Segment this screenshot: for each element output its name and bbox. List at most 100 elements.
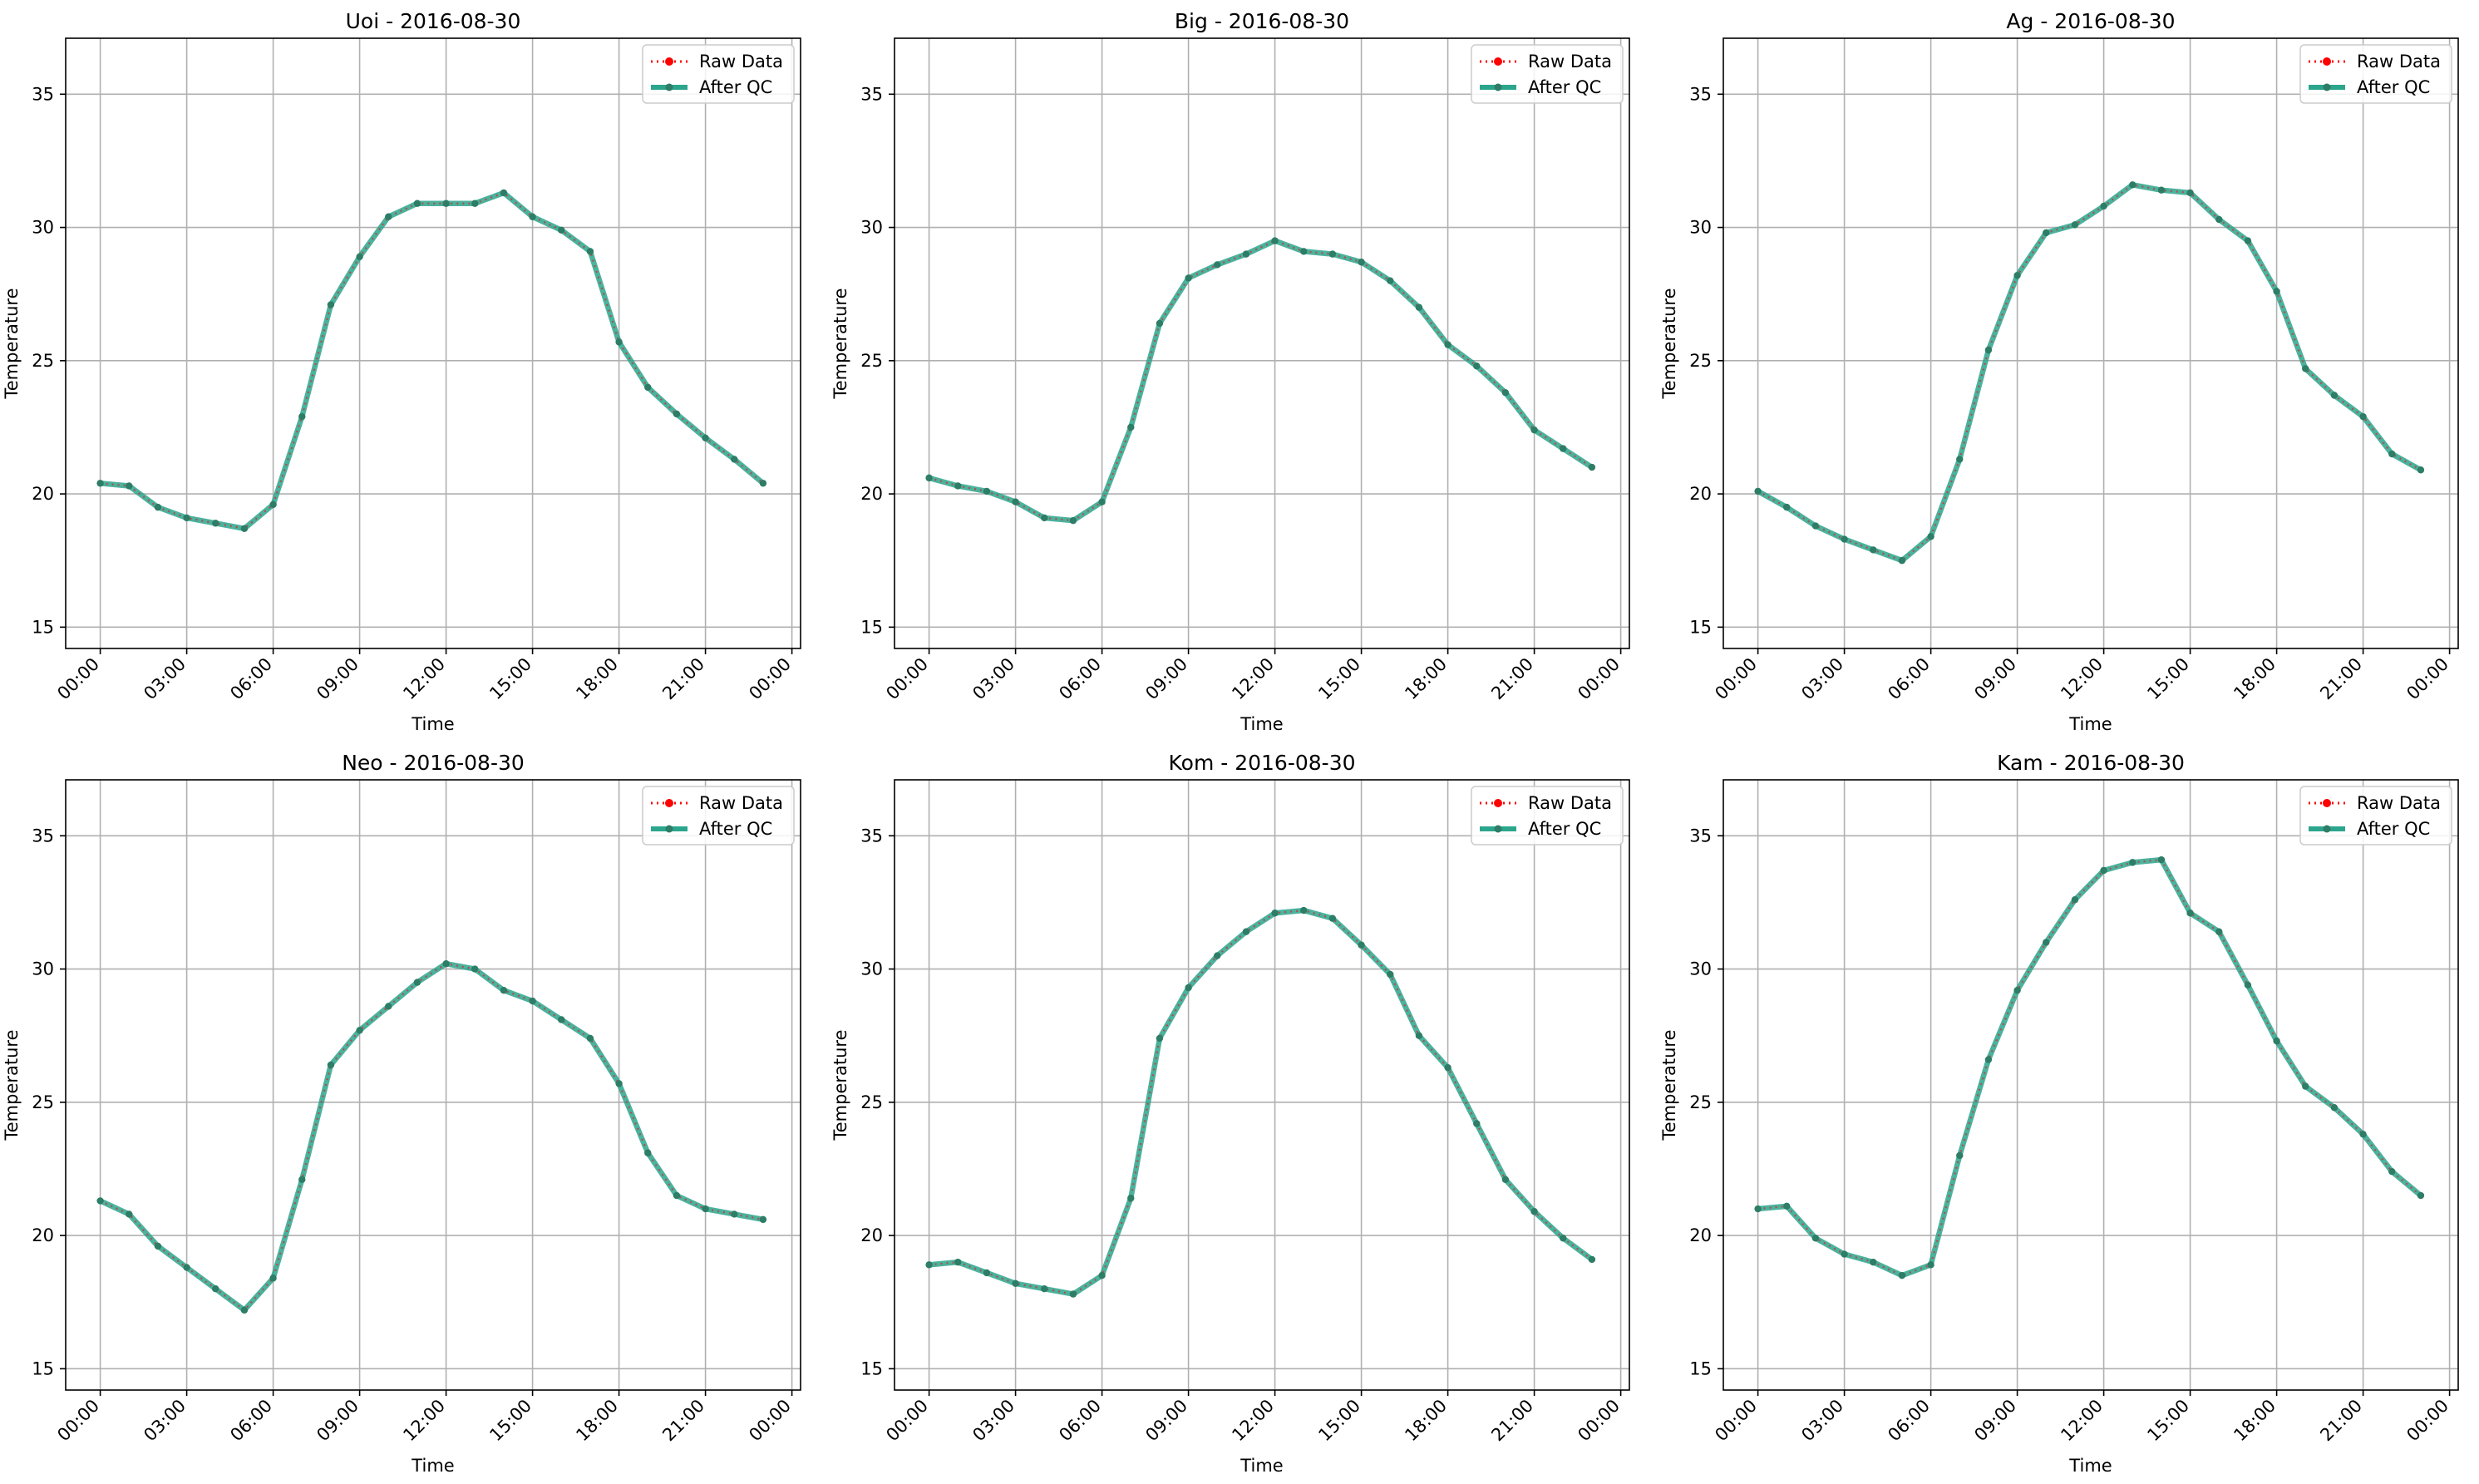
x-axis-label: Time (411, 1456, 454, 1476)
legend-label-raw-data: Raw Data (699, 793, 783, 813)
x-axis-label: Time (2068, 1456, 2112, 1476)
data-point-after-qc (1473, 1120, 1481, 1127)
data-point-after-qc (1588, 1255, 1596, 1264)
legend-label-raw-data: Raw Data (2357, 793, 2441, 813)
y-axis-label: Temperature (2, 1029, 22, 1141)
subplot-1: 00:00 03:00 06:00 09:00 12:00 15:00 18:00 21:00… (830, 9, 1630, 734)
data-point-after-qc (1898, 557, 1906, 565)
y-axis-label: Temperature (830, 288, 850, 399)
y-tick-label: 15 (32, 617, 54, 637)
x-tick-label: 18:00 (1401, 654, 1451, 704)
legend: Raw Data After QC (1471, 786, 1624, 846)
data-point-after-qc (1841, 1250, 1848, 1258)
data-point-after-qc (2043, 229, 2050, 237)
data-point-after-qc (1898, 1271, 1906, 1279)
x-tick-label: 15:00 (485, 1396, 535, 1446)
data-point-after-qc (1927, 533, 1934, 540)
data-point-after-qc (269, 500, 277, 509)
x-tick-label: 18:00 (572, 1396, 622, 1446)
legend: Raw Data After QC (2299, 786, 2452, 846)
x-tick-label: 00:00 (1711, 1396, 1761, 1446)
legend-label-after-qc: After QC (699, 819, 772, 839)
data-point-after-qc (1811, 522, 1820, 530)
data-point-after-qc (1242, 250, 1250, 258)
data-point-after-qc (1473, 362, 1481, 370)
data-point-after-qc (731, 456, 738, 463)
series-line-raw-data (100, 963, 764, 1312)
x-axis-label: Time (1240, 1456, 1283, 1476)
data-point-after-qc (1783, 503, 1791, 511)
data-point-after-qc (298, 1176, 306, 1183)
data-point-after-qc (471, 965, 479, 973)
series-line-after-qc (99, 960, 764, 1314)
data-point-after-qc (2417, 466, 2425, 474)
data-point-after-qc (558, 226, 565, 234)
y-axis-label: Temperature (1659, 288, 1679, 399)
axes-frame (1722, 779, 2459, 1391)
data-point-after-qc (1415, 303, 1423, 311)
legend-marker-after-qc (665, 83, 673, 91)
data-point-after-qc (126, 1210, 133, 1218)
data-point-after-qc (1501, 1176, 1510, 1183)
legend-marker-after-qc (2323, 825, 2331, 833)
data-point-after-qc (1156, 319, 1164, 328)
legend-marker-after-qc (665, 825, 673, 833)
x-tick-label: 09:00 (313, 654, 362, 704)
y-tick-label: 25 (32, 1092, 54, 1112)
series-line-raw-data (1757, 858, 2422, 1277)
data-point-after-qc (1185, 274, 1192, 282)
subplot-4: 00:00 03:00 06:00 09:00 12:00 15:00 18:00 21:00… (830, 751, 1630, 1476)
legend-label-after-qc: After QC (699, 77, 772, 97)
data-point-after-qc (1300, 248, 1308, 255)
data-point-after-qc (558, 1016, 565, 1023)
y-tick-label: 20 (860, 484, 883, 504)
data-point-after-qc (1956, 456, 1964, 463)
x-tick-label: 12:00 (1228, 654, 1278, 704)
data-point-after-qc (2359, 412, 2367, 421)
y-axis-label: Temperature (1659, 1029, 1679, 1141)
subplot-3: 00:00 03:00 06:00 09:00 12:00 15:00 18:00 21:00… (2, 751, 801, 1476)
y-tick-label: 35 (860, 84, 883, 104)
x-tick-label: 06:00 (226, 654, 276, 704)
y-tick-label: 15 (860, 1358, 883, 1378)
y-axis-label: Temperature (2, 288, 22, 399)
series-line-after-qc (928, 238, 1594, 524)
y-tick-label: 30 (32, 218, 54, 238)
data-point-after-qc (2330, 1104, 2339, 1112)
data-point-after-qc (1098, 1271, 1106, 1279)
y-axis-label: Temperature (830, 1029, 850, 1141)
data-point-after-qc (1984, 1056, 1993, 1063)
data-point-after-qc (1328, 915, 1337, 922)
x-tick-label: 15:00 (1314, 654, 1364, 704)
data-point-after-qc (1870, 546, 1877, 554)
data-point-after-qc (1127, 423, 1135, 431)
data-point-after-qc (1754, 1205, 1762, 1213)
data-point-after-qc (2071, 896, 2079, 904)
subplot-0: 00:00 03:00 06:00 09:00 12:00 15:00 18:00 21:00… (2, 9, 801, 734)
data-point-after-qc (759, 480, 767, 487)
data-point-after-qc (1358, 259, 1365, 266)
legend-marker-raw-data (1494, 57, 1502, 66)
data-point-after-qc (1956, 1151, 1964, 1160)
x-tick-label: 06:00 (1055, 1396, 1105, 1446)
data-point-after-qc (2273, 1037, 2280, 1045)
data-point-after-qc (1214, 261, 1221, 269)
data-point-after-qc (2129, 181, 2136, 189)
x-tick-label: 12:00 (1228, 1396, 1278, 1446)
x-tick-label: 09:00 (1970, 654, 2020, 704)
legend-label-raw-data: Raw Data (699, 52, 783, 71)
data-point-after-qc (154, 503, 162, 511)
y-tick-label: 20 (860, 1225, 883, 1245)
data-point-after-qc (759, 1215, 767, 1224)
data-point-after-qc (1530, 1208, 1538, 1215)
x-tick-label: 00:00 (1711, 654, 1761, 704)
x-tick-label: 12:00 (399, 1396, 449, 1446)
axes-frame (65, 37, 801, 649)
data-point-after-qc (240, 525, 249, 532)
x-tick-label: 21:00 (2316, 1396, 2366, 1446)
data-point-after-qc (1444, 341, 1451, 348)
data-point-after-qc (2359, 1131, 2367, 1138)
data-point-after-qc (529, 213, 536, 220)
data-point-after-qc (2129, 859, 2136, 866)
data-point-after-qc (126, 482, 133, 490)
